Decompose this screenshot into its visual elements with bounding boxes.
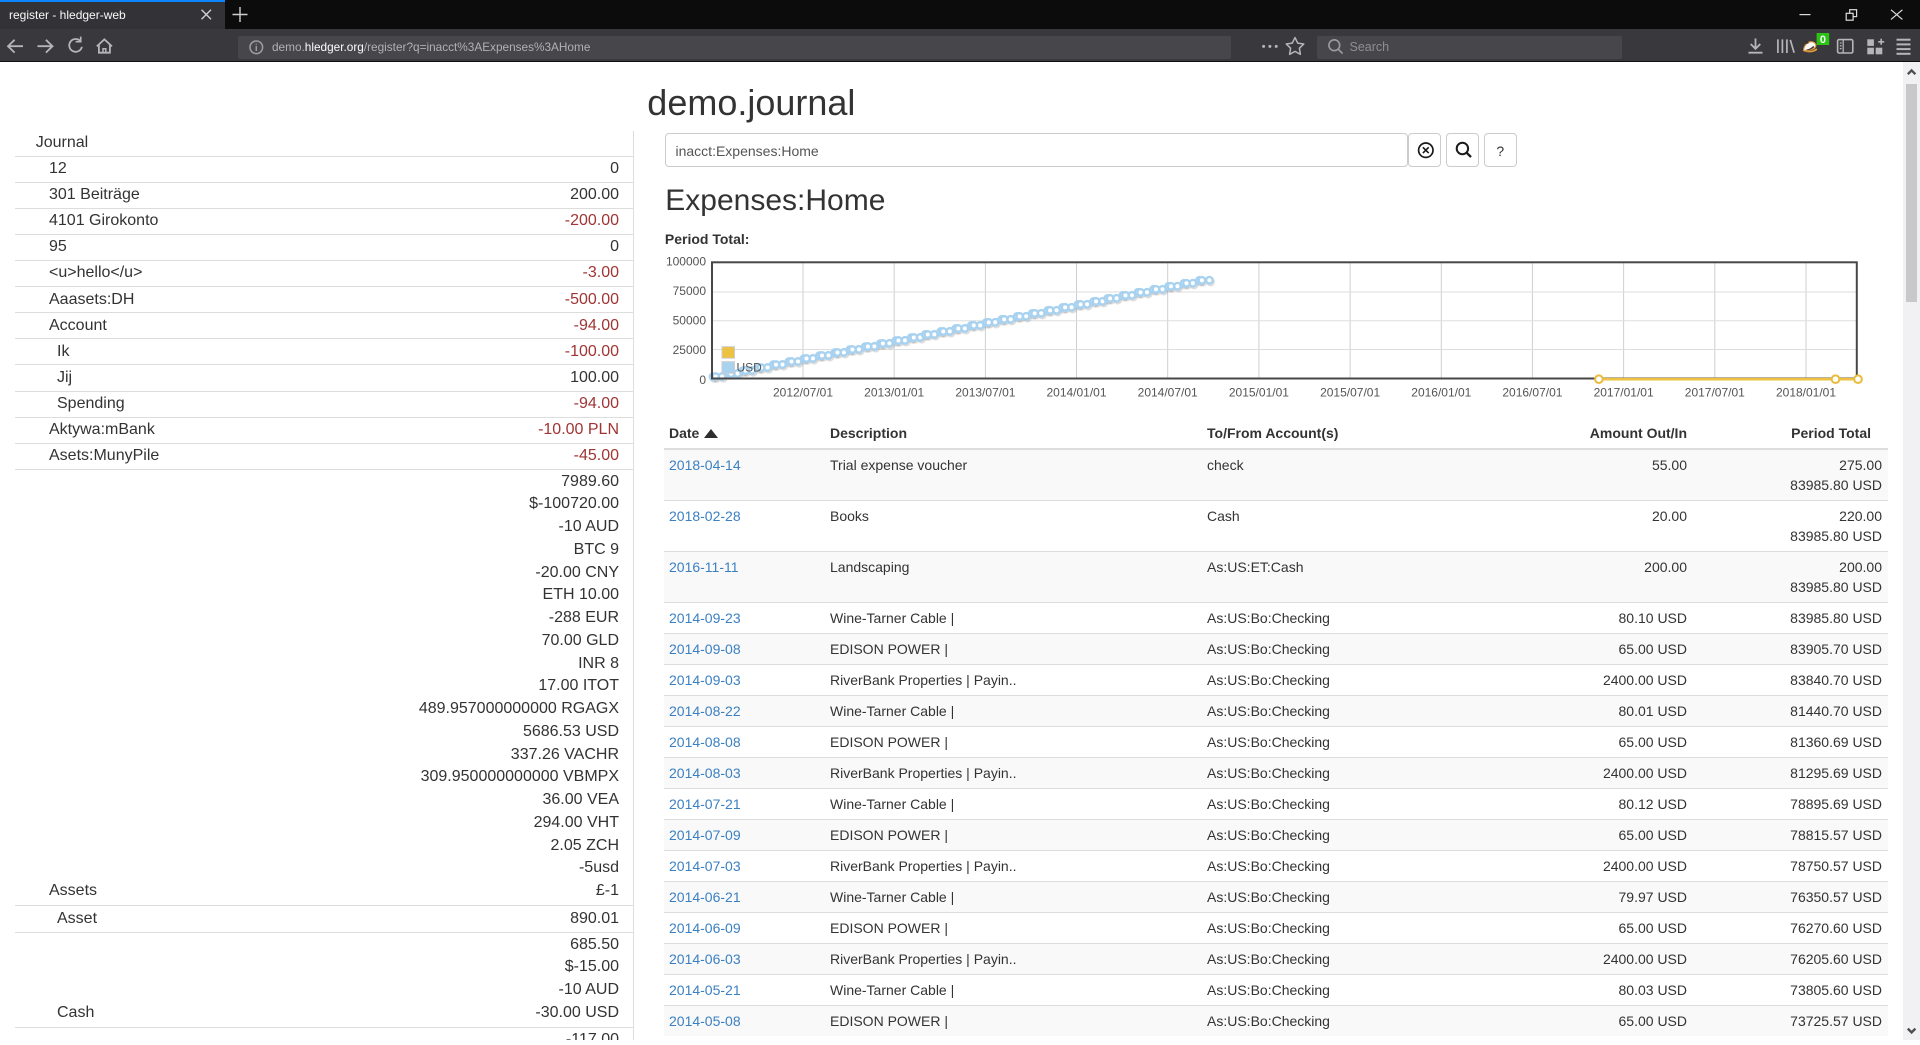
svg-text:2013/07/01: 2013/07/01 [955,386,1015,400]
svg-text:2018/01/01: 2018/01/01 [1776,386,1836,400]
svg-text:2016/07/01: 2016/07/01 [1502,386,1562,400]
svg-text:0: 0 [1820,34,1826,46]
svg-text:2017/07/01: 2017/07/01 [1685,386,1745,400]
svg-text:2014/01/01: 2014/01/01 [1046,386,1106,400]
svg-text:2012/07/01: 2012/07/01 [773,386,833,400]
svg-text:2013/01/01: 2013/01/01 [864,386,924,400]
svg-text:25000: 25000 [673,343,707,357]
svg-text:2015/07/01: 2015/07/01 [1320,386,1380,400]
svg-text:100000: 100000 [666,255,706,269]
svg-text:USD: USD [737,361,763,375]
svg-text:2017/01/01: 2017/01/01 [1594,386,1654,400]
svg-text:2016/01/01: 2016/01/01 [1411,386,1471,400]
svg-text:2014/07/01: 2014/07/01 [1138,386,1198,400]
svg-text:75000: 75000 [673,284,707,298]
svg-text:0: 0 [699,373,706,387]
svg-text:50000: 50000 [673,314,707,328]
svg-text:2015/01/01: 2015/01/01 [1229,386,1289,400]
